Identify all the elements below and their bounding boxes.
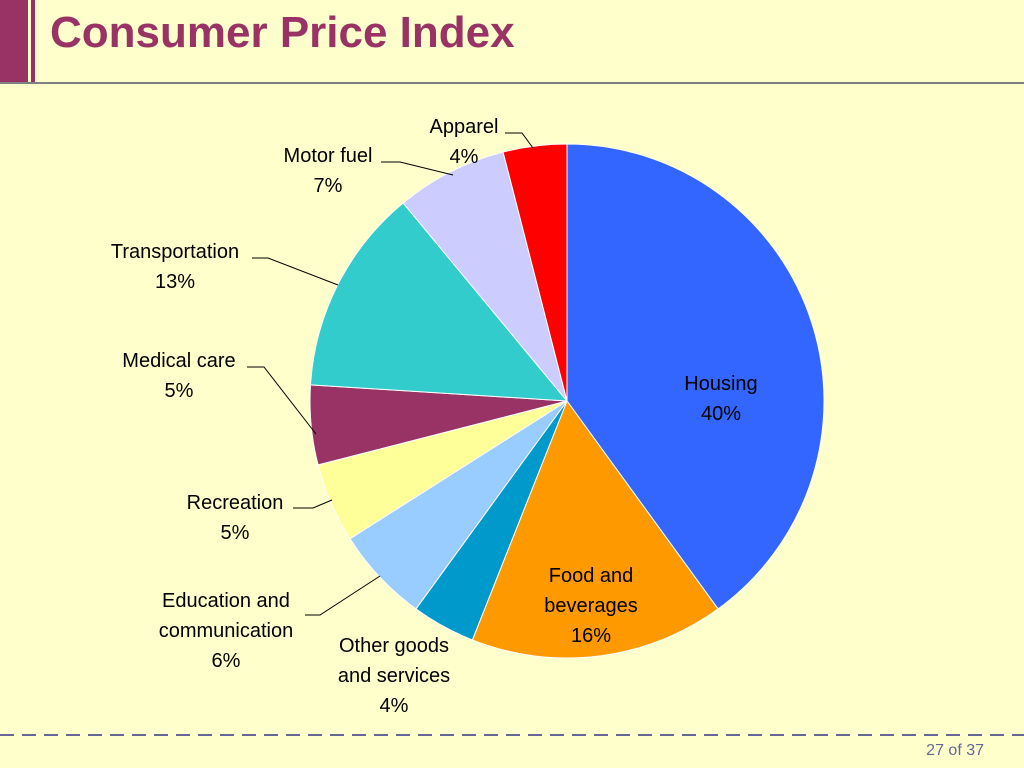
slice-label-line: 5% [165,380,194,402]
slice-label-line: and services [338,665,450,687]
slice-label-line: Education and [162,590,290,612]
slice-label: Food and beverages 16% [544,565,637,647]
title-accent-bar [0,0,28,82]
slice-label: Transportation 13% [111,241,239,293]
slice-label-line: 5% [221,522,250,544]
slice-label-line: 16% [571,625,611,647]
leader-line [381,161,454,176]
leader-line [293,499,333,509]
slice-label-line: 4% [450,146,479,168]
slice-label-line: 6% [212,650,241,672]
label-leader-lines [247,132,534,616]
slice-label-line: Apparel [430,116,499,138]
title-divider [0,82,1024,84]
slice-label-line: Motor fuel [284,145,373,167]
slice-label-line: Transportation [111,241,239,263]
pie-slice-food-and [471,399,719,659]
pie-slices [309,143,825,659]
slice-label-line: Other goods [339,635,449,657]
pie-slice-apparel [502,143,568,402]
slice-label-line: 13% [155,271,195,293]
leader-line [247,366,317,435]
leader-line [305,575,381,616]
slice-label-line: Recreation [187,492,284,514]
slice-label-line: 7% [314,175,343,197]
slice-label: Medical care 5% [122,350,235,402]
slice-label-line: Medical care [122,350,235,372]
slice-label-line: Housing [684,373,757,395]
slice-label-line: beverages [544,595,637,617]
pie-slice-housing [566,143,825,610]
pie-slice-transportation [309,202,569,402]
pie-labels: Housing 40% Food and beverages 16% Other good… [111,116,758,717]
footer-dashed-rule [0,734,1024,736]
page-number: 27 of 37 [926,742,984,759]
slice-label-line: communication [159,620,294,642]
slice-label-line: 4% [380,695,409,717]
pie-slice-motor-fuel [402,151,568,402]
slice-label: Education and communication 6% [159,590,294,672]
slice-label: Other goods and services 4% [338,635,450,717]
slice-label: Motor fuel 7% [284,145,373,197]
title-accent-stripe [31,0,35,82]
slice-label: Apparel 4% [430,116,499,168]
slide-title: Consumer Price Index [50,8,515,57]
slice-label: Housing 40% [684,373,757,425]
leader-line [252,257,339,286]
slice-label: Recreation 5% [187,492,284,544]
pie-chart: Housing 40% Food and beverages 16% Other good… [111,116,825,717]
leader-line [505,132,534,149]
slice-label-line: Food and [549,565,634,587]
slice-label-line: 40% [701,403,741,425]
